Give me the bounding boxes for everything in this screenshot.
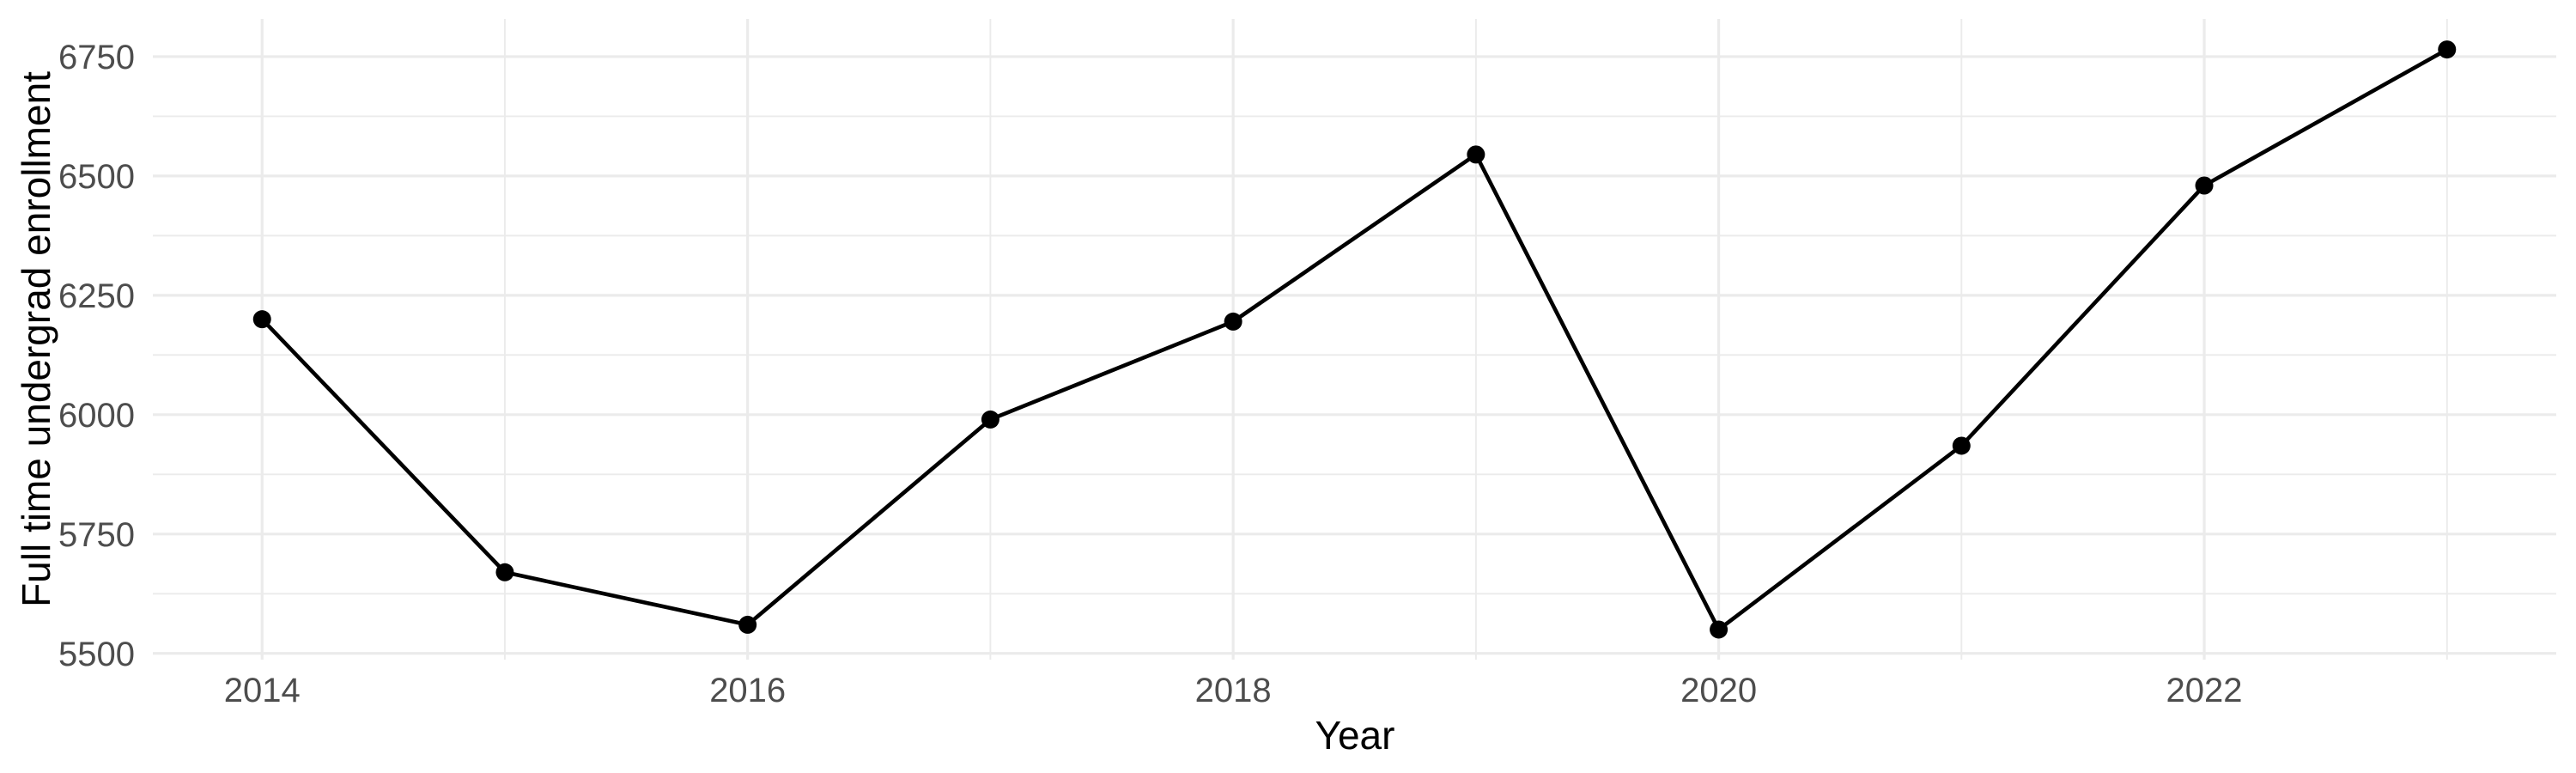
data-point-2017 xyxy=(981,410,999,429)
enrollment-trend-line xyxy=(259,47,2450,632)
x-tick-label: 2016 xyxy=(709,672,786,709)
data-point-2022 xyxy=(2195,176,2214,195)
y-tick-label: 6000 xyxy=(58,397,135,435)
data-point-2023 xyxy=(2438,40,2457,59)
data-point-2019 xyxy=(1467,145,1485,164)
x-axis-tick-labels: 2014 2016 2018 2020 2022 xyxy=(224,672,2243,709)
x-tick-label: 2018 xyxy=(1195,672,1272,709)
data-point-2014 xyxy=(252,310,271,329)
data-point-2015 xyxy=(495,563,514,581)
x-axis-title: Year xyxy=(1315,713,1395,758)
x-tick-label: 2014 xyxy=(224,672,301,709)
data-point-2021 xyxy=(1952,436,1971,455)
x-tick-label: 2022 xyxy=(2166,672,2243,709)
major-gridlines xyxy=(153,19,2556,660)
y-tick-label: 5500 xyxy=(58,636,135,673)
y-tick-label: 6250 xyxy=(58,277,135,315)
y-axis-title: Full time undergrad enrollment xyxy=(14,71,58,607)
y-tick-label: 6750 xyxy=(58,39,135,76)
minor-gridlines xyxy=(153,19,2556,660)
data-point-2018 xyxy=(1224,312,1242,331)
data-series xyxy=(252,40,2457,639)
x-tick-label: 2020 xyxy=(1680,672,1757,709)
y-tick-label: 6500 xyxy=(58,158,135,196)
y-tick-label: 5750 xyxy=(58,516,135,554)
data-point-2020 xyxy=(1710,620,1728,639)
y-axis-tick-labels: 5500 5750 6000 6250 6500 6750 xyxy=(58,39,135,673)
data-point-2016 xyxy=(738,615,757,634)
